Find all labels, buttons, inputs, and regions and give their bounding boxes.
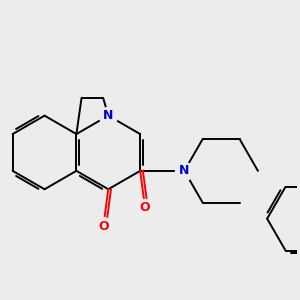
Text: O: O xyxy=(98,220,109,232)
Text: N: N xyxy=(103,109,113,122)
Text: O: O xyxy=(140,201,150,214)
Text: N: N xyxy=(179,164,190,177)
